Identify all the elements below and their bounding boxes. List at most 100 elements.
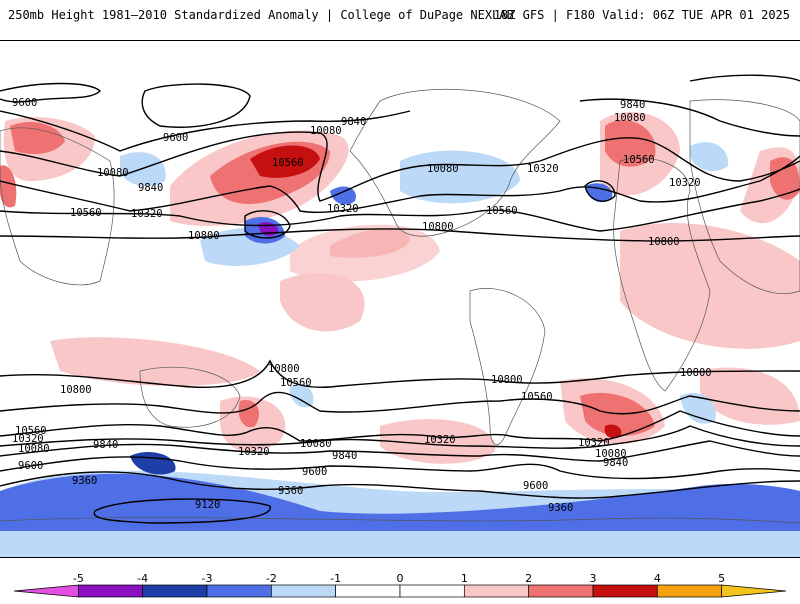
anomaly-pos-west-asia — [0, 165, 17, 208]
anomaly-pos-asia-broad — [620, 222, 800, 349]
contour-label: 9360 — [278, 485, 303, 497]
contour-label: 10560 — [280, 377, 312, 389]
anomaly-pos-north-pacific-max — [250, 145, 320, 178]
height-contours — [0, 74, 800, 524]
contour-10320-south — [0, 410, 800, 442]
anomaly-pos-east-asia-core — [770, 157, 800, 200]
contour-9600-north — [0, 82, 101, 103]
colorbar-segment — [206, 584, 272, 598]
north-america-outline — [349, 88, 561, 237]
australia-outline — [139, 366, 241, 428]
contour-labels: 9600 9600 10080 9840 10320 10560 10800 1… — [12, 97, 712, 514]
chart-title: 250mb Height 1981–2010 Standardized Anom… — [8, 8, 514, 22]
contour-label: 9840 — [138, 182, 163, 194]
anomaly-neg-south-ocean-east — [680, 392, 716, 424]
colorbar-segment — [335, 584, 401, 598]
contour-label: 9360 — [548, 502, 573, 514]
colorbar-segment — [528, 584, 594, 598]
europe-africa-outline — [613, 157, 711, 392]
contour-10800-north — [0, 228, 800, 242]
contour-label: 9840 — [332, 450, 357, 462]
contour-label: 10800 — [60, 384, 92, 396]
colorbar-tick-label: 2 — [525, 572, 532, 585]
contour-label: 10080 — [18, 443, 50, 455]
colorbar-tick-label: -3 — [202, 572, 213, 585]
contour-label: 10320 — [424, 434, 456, 446]
contour-10800-south — [0, 359, 800, 388]
colorbar-tick-label: 4 — [654, 572, 661, 585]
contour-label: 10080 — [97, 167, 129, 179]
asia-west-outline — [0, 127, 115, 286]
anomaly-pos-east-pacific-halo — [290, 224, 440, 282]
contour-aleutian-low — [244, 210, 291, 239]
contour-label: 9840 — [93, 439, 118, 451]
colorbar-segment — [399, 584, 465, 598]
contour-label: 10800 — [648, 236, 680, 248]
contour-9120-loop — [93, 498, 271, 524]
colorbar-svg: -5 -4 -3 -2 -1 0 1 2 3 4 5 — [13, 572, 787, 598]
colorbar-tick-label: 0 — [397, 572, 404, 585]
asia-outline — [689, 99, 800, 294]
contour-label: 10320 — [669, 177, 701, 189]
chart-header: 250mb Height 1981–2010 Standardized Anom… — [0, 0, 800, 40]
antarctica-outline — [0, 517, 800, 524]
contour-label: 10560 — [623, 154, 655, 166]
anomaly-pos-south-atlantic-core — [580, 392, 655, 437]
anomaly-pos-south-atlantic-max — [604, 424, 622, 438]
contour-10560-north — [0, 188, 800, 232]
contour-atlantic-low — [584, 180, 616, 202]
contour-label: 10320 — [238, 446, 270, 458]
colorbar-segment-low — [13, 584, 79, 598]
anomaly-map: 9600 9600 10080 9840 10320 10560 10800 1… — [0, 40, 800, 558]
contour-label: 10800 — [680, 367, 712, 379]
contour-label: 9600 — [523, 480, 548, 492]
contour-10080-north — [0, 131, 800, 202]
contour-label: 9600 — [163, 132, 188, 144]
contour-label: 9840 — [620, 99, 645, 111]
contour-label: 10560 — [521, 391, 553, 403]
contour-9840-ne — [579, 98, 800, 137]
anomaly-pos-atlantic-core — [605, 120, 656, 167]
contour-label: 10800 — [188, 230, 220, 242]
contour-10560-south — [0, 391, 800, 415]
colorbar-segment — [463, 584, 530, 598]
contour-label: 10560 — [486, 205, 518, 217]
coastlines — [0, 88, 800, 524]
colorbar-tick-label: 5 — [718, 572, 725, 585]
contour-9600-south — [0, 456, 800, 480]
colorbar-segment — [592, 584, 658, 598]
contour-9840-south — [0, 440, 800, 462]
contour-label: 10080 — [614, 112, 646, 124]
contour-label: 9360 — [72, 475, 97, 487]
colorbar-tick-label: -2 — [266, 572, 277, 585]
colorbar-segments — [13, 584, 787, 598]
south-america-outline — [469, 288, 546, 446]
contour-label: 10320 — [327, 203, 359, 215]
contour-label: 10080 — [595, 448, 627, 460]
contour-9600-east — [689, 74, 800, 82]
colorbar-segment — [77, 584, 144, 598]
anomaly-neg-alaska — [330, 186, 356, 205]
anomaly-neg-central-asia — [120, 152, 166, 187]
anomaly-pos-south-pacific-core — [238, 400, 260, 428]
contour-label: 10800 — [491, 374, 523, 386]
colorbar: -5 -4 -3 -2 -1 0 1 2 3 4 5 — [0, 570, 800, 600]
contour-label: 9600 — [302, 466, 327, 478]
map-svg: 9600 9600 10080 9840 10320 10560 10800 1… — [0, 74, 800, 557]
colorbar-tick-label: -1 — [330, 572, 341, 585]
contour-9840-north — [0, 110, 411, 152]
contour-9360-south — [0, 471, 800, 499]
contour-10080-south — [0, 425, 800, 449]
colorbar-tick-label: 1 — [461, 572, 468, 585]
anomaly-pos-south-indian — [50, 337, 260, 386]
contour-label: 10800 — [268, 363, 300, 375]
colorbar-segment — [142, 584, 208, 598]
contour-label: 10320 — [578, 437, 610, 449]
contour-9600-loop — [141, 83, 251, 128]
contour-label: 9600 — [18, 460, 43, 472]
contour-label: 9840 — [341, 116, 366, 128]
colorbar-ticks: -5 -4 -3 -2 -1 0 1 2 3 4 5 — [73, 572, 725, 585]
colorbar-tick-label: -5 — [73, 572, 84, 585]
contour-label: 10560 — [15, 425, 47, 437]
anomaly-neg-siberia — [690, 142, 729, 172]
